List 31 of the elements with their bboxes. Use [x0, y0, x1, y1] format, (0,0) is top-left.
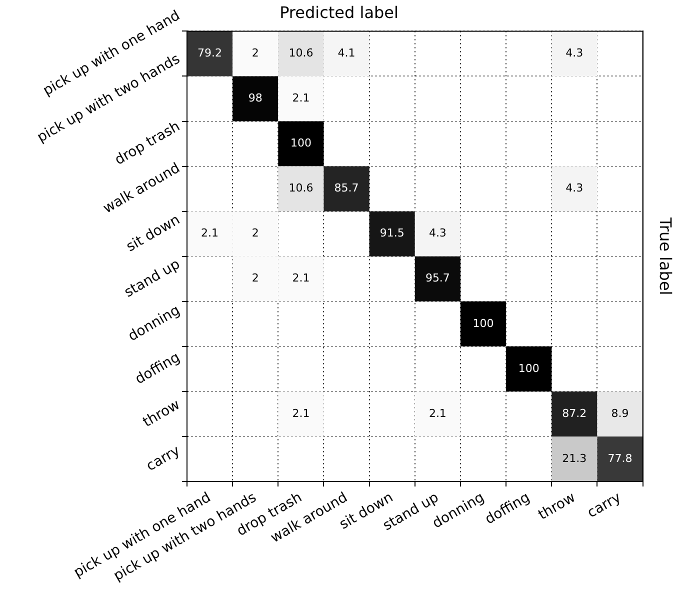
data-label: 77.8 — [608, 452, 632, 465]
data-label: 2.1 — [292, 272, 310, 285]
y-axis-title: True label — [656, 216, 676, 296]
data-label: 4.3 — [566, 46, 584, 60]
data-label: 4.3 — [428, 226, 446, 240]
data-label: 85.7 — [334, 182, 359, 195]
data-label: 2.1 — [292, 406, 310, 420]
data-label: 8.9 — [611, 406, 629, 420]
data-label: 91.5 — [380, 226, 404, 240]
data-label: 2.1 — [292, 92, 310, 105]
data-label: 2 — [252, 272, 259, 285]
data-label: 10.6 — [288, 182, 314, 195]
data-label: 79.2 — [198, 46, 222, 60]
y-tick-label: carry — [144, 442, 183, 475]
data-label: 2 — [252, 46, 259, 60]
data-label: 100 — [472, 316, 494, 330]
data-label: 100 — [518, 362, 540, 375]
data-label: 87.2 — [562, 406, 587, 420]
data-label: 21.3 — [562, 452, 587, 465]
data-label: 98 — [248, 92, 262, 105]
data-label: 2 — [252, 226, 259, 240]
data-label: 2.1 — [201, 226, 219, 240]
y-tick-label: sit down — [124, 212, 183, 256]
data-label: 4.1 — [338, 46, 356, 60]
data-label: 4.3 — [566, 182, 584, 195]
data-label: 2.1 — [428, 406, 446, 420]
x-axis-title: Predicted label — [280, 2, 398, 22]
data-label: 95.7 — [425, 272, 450, 285]
data-label: 100 — [290, 136, 312, 150]
x-tick-label: carry — [584, 490, 624, 522]
data-label: 10.6 — [288, 46, 314, 60]
